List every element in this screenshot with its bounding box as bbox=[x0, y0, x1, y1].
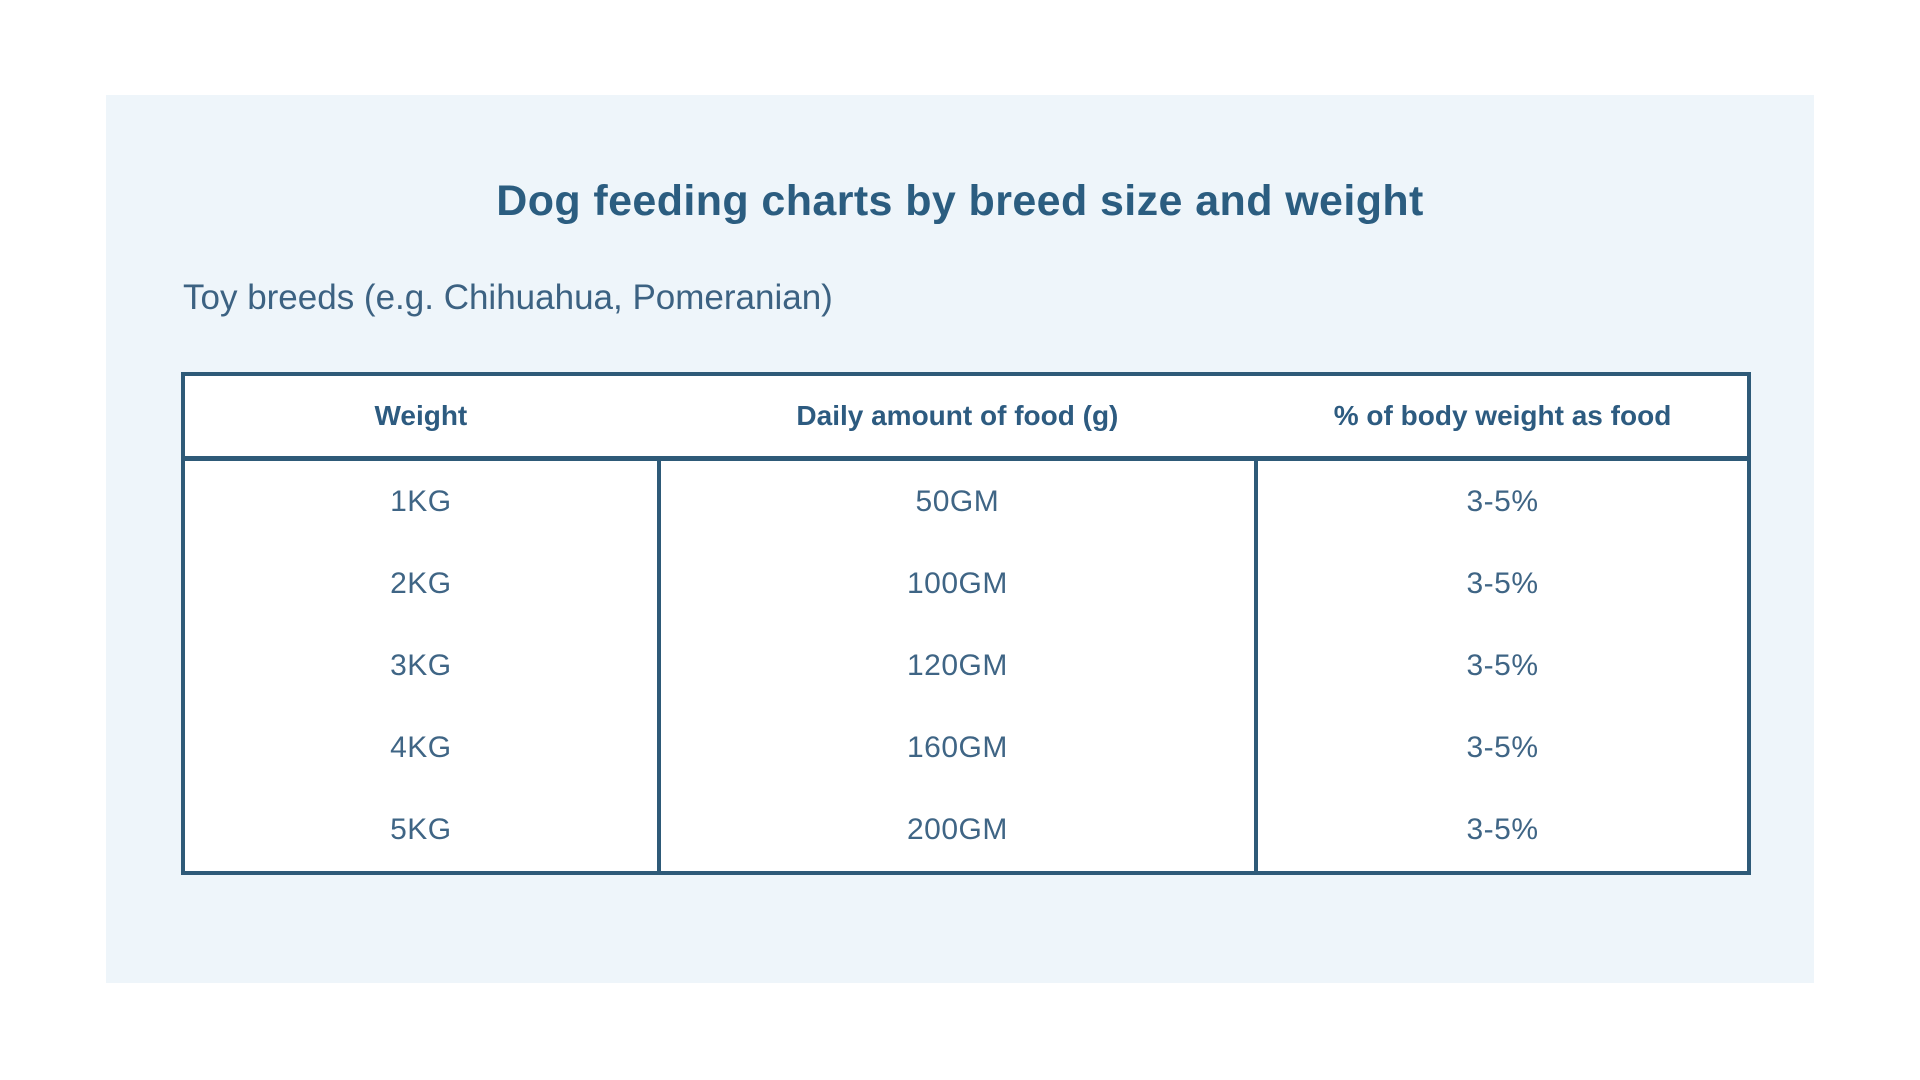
table-cell: 3-5% bbox=[1466, 567, 1539, 600]
table-cell: 3-5% bbox=[1466, 731, 1539, 764]
table-cell: 3-5% bbox=[1466, 649, 1539, 682]
feeding-table: Weight Daily amount of food (g) % of body … bbox=[181, 372, 1751, 875]
table-cell: 160GM bbox=[906, 731, 1008, 764]
column-header: % of body weight as food bbox=[1333, 400, 1672, 431]
table-cell: 200GM bbox=[906, 813, 1008, 846]
table-cell: 2KG bbox=[390, 567, 452, 600]
table-cell: 5KG bbox=[390, 813, 452, 846]
column-header: Daily amount of food (g) bbox=[796, 400, 1119, 431]
table-cell: 3-5% bbox=[1466, 485, 1539, 518]
table-cell: 100GM bbox=[906, 567, 1008, 600]
column-header: Weight bbox=[374, 400, 468, 431]
table-cell: 3KG bbox=[390, 649, 452, 682]
table-column: 3-5% 3-5% 3-5% 3-5% 3-5% bbox=[1258, 461, 1747, 871]
table-body: 1KG 2KG 3KG 4KG 5KG 50GM 100GM 120GM 160GM 200GM 3… bbox=[185, 461, 1747, 871]
table-cell: 120GM bbox=[906, 649, 1008, 682]
table-cell: 4KG bbox=[390, 731, 452, 764]
table-header-row: Weight Daily amount of food (g) % of body … bbox=[185, 376, 1747, 461]
feeding-chart-card: Dog feeding charts by breed size and wei… bbox=[106, 95, 1814, 983]
table-cell: 1KG bbox=[390, 485, 452, 518]
table-column: 1KG 2KG 3KG 4KG 5KG bbox=[185, 461, 657, 871]
table-cell: 50GM bbox=[915, 485, 1000, 518]
page-title: Dog feeding charts by breed size and wei… bbox=[496, 177, 1424, 225]
table-column: 50GM 100GM 120GM 160GM 200GM bbox=[656, 461, 1259, 871]
section-subtitle: Toy breeds (e.g. Chihuahua, Pomeranian) bbox=[183, 278, 833, 317]
table-cell: 3-5% bbox=[1466, 813, 1539, 846]
